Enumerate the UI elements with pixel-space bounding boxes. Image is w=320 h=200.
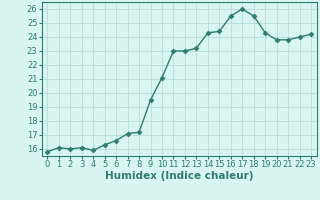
X-axis label: Humidex (Indice chaleur): Humidex (Indice chaleur) (105, 171, 253, 181)
